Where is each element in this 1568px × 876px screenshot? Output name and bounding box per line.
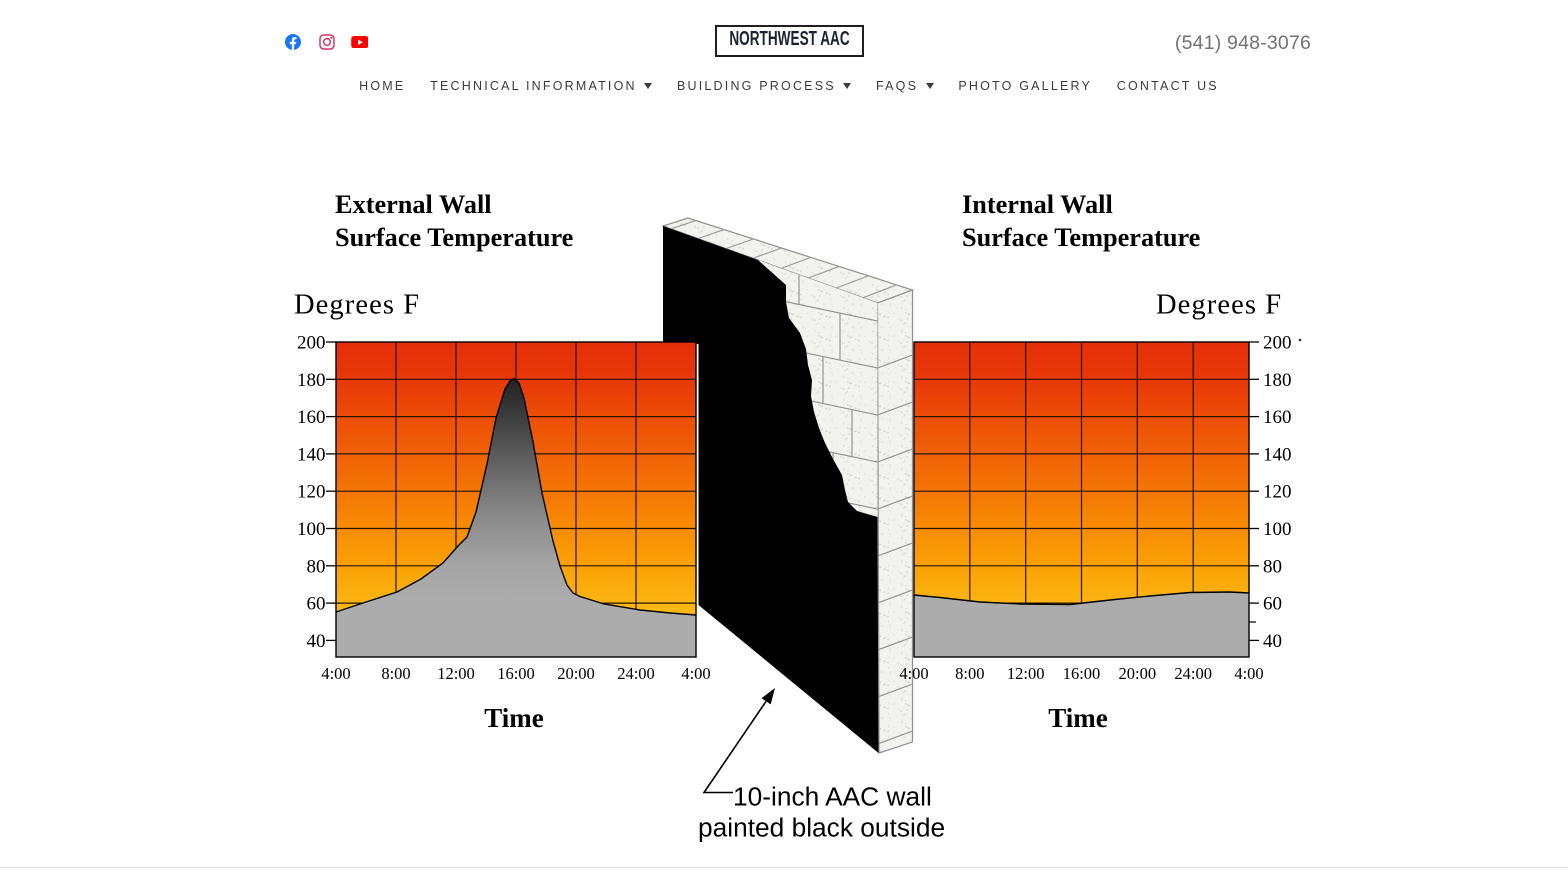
svg-text:Internal Wall: Internal Wall <box>962 190 1113 219</box>
svg-text:Degrees F: Degrees F <box>1156 290 1282 321</box>
svg-text:Time: Time <box>484 703 544 733</box>
svg-text:External Wall: External Wall <box>335 190 492 219</box>
svg-text:20:00: 20:00 <box>557 664 595 683</box>
svg-text:60: 60 <box>1263 594 1282 615</box>
svg-text:12:00: 12:00 <box>1007 664 1045 683</box>
svg-text:160: 160 <box>1263 407 1292 428</box>
svg-text:80: 80 <box>307 556 326 577</box>
svg-text:24:00: 24:00 <box>1174 664 1212 683</box>
svg-text:8:00: 8:00 <box>381 664 410 683</box>
svg-text:painted black outside: painted black outside <box>698 813 945 843</box>
svg-text:4:00: 4:00 <box>321 664 350 683</box>
svg-text:10-inch AAC wall: 10-inch AAC wall <box>733 782 932 812</box>
svg-text:60: 60 <box>307 594 326 615</box>
svg-text:16:00: 16:00 <box>1063 664 1101 683</box>
svg-text:160: 160 <box>297 407 326 428</box>
svg-text:24:00: 24:00 <box>617 664 655 683</box>
svg-text:40: 40 <box>1263 631 1282 652</box>
svg-text:180: 180 <box>297 370 326 391</box>
svg-text:16:00: 16:00 <box>497 664 535 683</box>
svg-text:Surface Temperature: Surface Temperature <box>335 223 573 252</box>
svg-text:120: 120 <box>1263 482 1292 503</box>
svg-text:200: 200 <box>1263 333 1292 354</box>
svg-text:Time: Time <box>1048 703 1108 733</box>
svg-text:4:00: 4:00 <box>899 664 928 683</box>
svg-text:140: 140 <box>297 444 326 465</box>
svg-text:Degrees F: Degrees F <box>294 290 420 321</box>
svg-text:4:00: 4:00 <box>1234 664 1263 683</box>
svg-text:20:00: 20:00 <box>1119 664 1157 683</box>
svg-text:8:00: 8:00 <box>955 664 984 683</box>
svg-text:Surface Temperature: Surface Temperature <box>962 223 1200 252</box>
svg-text:4:00: 4:00 <box>681 664 710 683</box>
svg-text:100: 100 <box>297 519 326 540</box>
svg-text:12:00: 12:00 <box>437 664 475 683</box>
svg-text:120: 120 <box>297 482 326 503</box>
svg-text:80: 80 <box>1263 556 1282 577</box>
svg-text:40: 40 <box>307 631 326 652</box>
svg-text:140: 140 <box>1263 444 1292 465</box>
svg-text:200: 200 <box>297 333 326 354</box>
svg-text:100: 100 <box>1263 519 1292 540</box>
svg-text:180: 180 <box>1263 370 1292 391</box>
